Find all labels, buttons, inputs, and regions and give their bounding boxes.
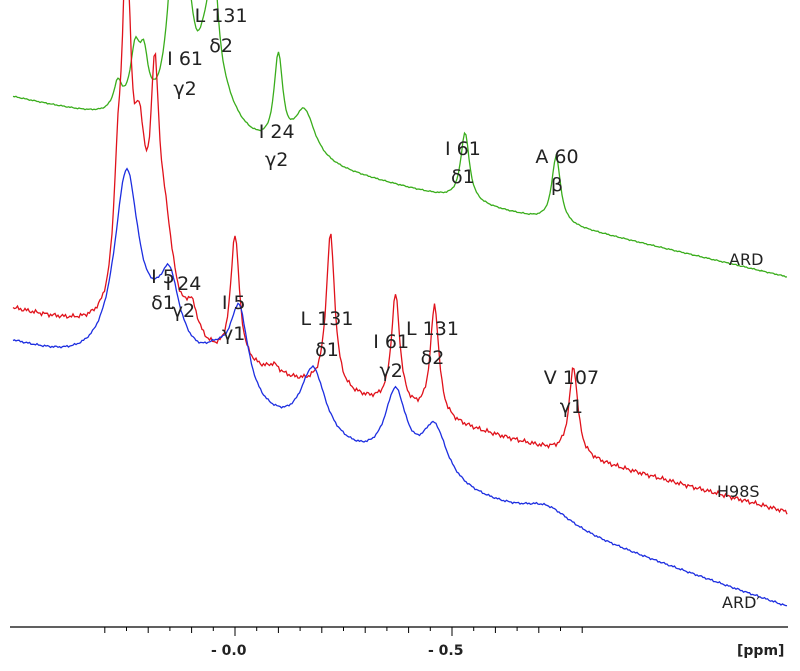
peak-label-h98s-l-131-1-residue: L 131 bbox=[301, 308, 354, 330]
peak-label-ard-i-61-1-residue: I 61 bbox=[445, 138, 481, 160]
peak-label-h98s-v-107-1-atom: γ1 bbox=[560, 396, 583, 418]
peak-label-ard-i-61-2-atom: γ2 bbox=[173, 78, 196, 100]
peak-label-ard-l-131-2-atom: δ2 bbox=[209, 35, 233, 57]
trace-names: ARD H98S ARD′ bbox=[717, 250, 763, 612]
x-axis-ticks: - 0.0 - 0.5 bbox=[104, 627, 583, 659]
peak-label-h98s-i-5-1-residue: I 5 bbox=[222, 292, 246, 314]
trace-h98s bbox=[12, 0, 788, 515]
spectrum-traces bbox=[12, 0, 788, 607]
peak-label-h98s-l-131-2-residue: L 131 bbox=[406, 318, 459, 340]
trace-name-ard: ARD bbox=[729, 250, 763, 269]
peak-label-h98s-v-107-1-residue: V 107 bbox=[544, 367, 599, 389]
peak-label-h98s-i-5-1-atom: γ1 bbox=[222, 323, 245, 345]
peak-label-ard-i-61-2-residue: I 61 bbox=[167, 48, 203, 70]
trace-name-ard-prime: ARD′ bbox=[722, 593, 760, 612]
peak-label-h98s-l-131-1-atom: δ1 bbox=[315, 339, 339, 361]
x-tick-label-0-5: - 0.5 bbox=[428, 643, 464, 659]
x-axis-unit-label: [ppm] bbox=[737, 643, 784, 659]
x-axis: - 0.0 - 0.5 [ppm] bbox=[10, 626, 788, 659]
peak-label-ard-a-60--atom: β bbox=[551, 174, 563, 196]
peak-label-h98s-i-5-1-atom: δ1 bbox=[151, 292, 175, 314]
peak-label-h98s-i-24-2-atom: γ2 bbox=[172, 300, 195, 322]
peak-label-ard-a-60--residue: A 60 bbox=[535, 146, 578, 168]
peak-label-ard-i-24-2-atom: γ2 bbox=[265, 149, 288, 171]
peak-label-ard-i-61-1-atom: δ1 bbox=[451, 166, 475, 188]
peak-label-ard-l-131-2-residue: L 131 bbox=[195, 5, 248, 27]
peak-label-ard-i-24-2-residue: I 24 bbox=[259, 121, 295, 143]
peak-label-h98s-i-5-1-residue: I 5 bbox=[151, 266, 175, 288]
x-tick-label-0-0: - 0.0 bbox=[211, 643, 247, 659]
peak-label-h98s-i-61-2-atom: γ2 bbox=[380, 360, 403, 382]
peak-label-h98s-l-131-2-atom: δ2 bbox=[421, 347, 445, 369]
trace-ard-prime bbox=[12, 167, 788, 607]
peak-label-h98s-i-24-2-residue: I 24 bbox=[165, 273, 201, 295]
trace-ard bbox=[12, 0, 788, 278]
peak-label-h98s-i-61-2-residue: I 61 bbox=[373, 331, 409, 353]
trace-name-h98s: H98S bbox=[717, 482, 760, 501]
